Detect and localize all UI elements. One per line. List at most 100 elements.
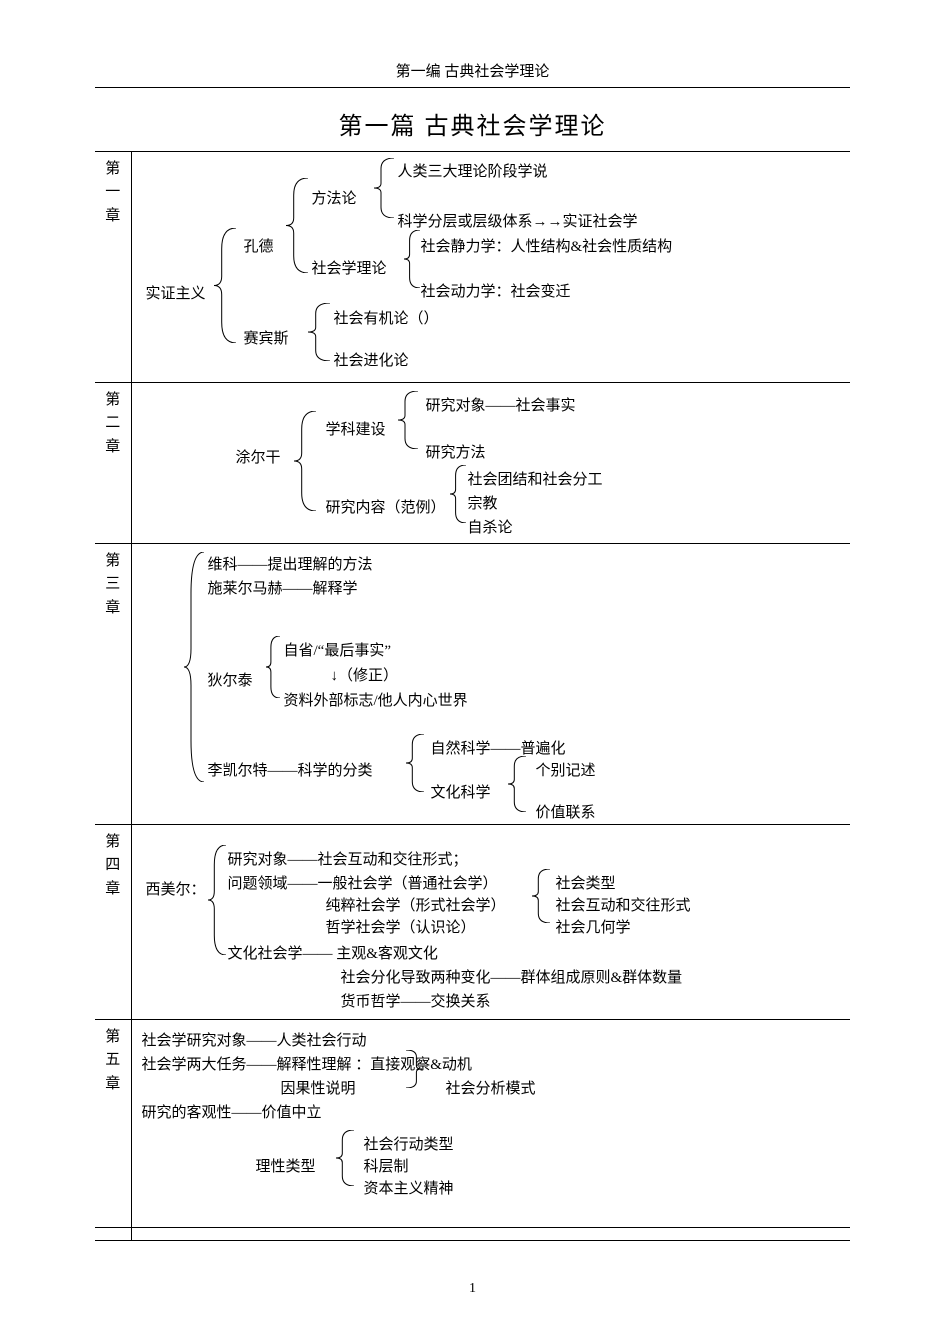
brace-icon <box>532 869 550 923</box>
diagram-text-shilai: 施莱尔马赫——解释学 <box>208 578 358 601</box>
diagram-text-wenhua2: 文化社会学—— 主观&客观文化 <box>228 943 438 966</box>
diagram-text-saibinsi: 赛宾斯 <box>244 328 289 351</box>
chapter-row <box>95 1228 850 1241</box>
chapter-label-char: 第 <box>99 1026 127 1049</box>
brace-icon <box>406 734 424 792</box>
diagram-text-tuanjie: 社会团结和社会分工 <box>468 469 603 492</box>
diagram-text-fenhua: 社会分化导致两种变化——群体组成原则&群体数量 <box>341 967 683 990</box>
chapter-label-cell: 第二章 <box>95 383 131 544</box>
diagram-text-shehuixue: 社会学理论 <box>312 258 387 281</box>
diagram-text-root: 实证主义 <box>146 283 206 306</box>
brace-icon <box>184 552 204 782</box>
brace-icon <box>508 756 526 812</box>
brace-icon <box>308 303 330 361</box>
diagram-text-ziliao: 资料外部标志/他人内心世界 <box>284 690 468 713</box>
diagram-text-jihe: 社会几何学 <box>556 917 631 940</box>
diagram-text-youji: 社会有机论（） <box>334 308 439 331</box>
brace-icon <box>450 465 466 523</box>
chapter-row: 第五章社会学研究对象——人类社会行动社会学两大任务——解释性理解 ：直接观察&动… <box>95 1020 850 1228</box>
diagram-text-fangfalun: 方法论 <box>312 188 357 211</box>
chapter-label-char: 第 <box>99 158 127 181</box>
diagram-text-wenhua: 文化科学 <box>431 782 491 805</box>
diagram-text-fenxi: 社会分析模式 <box>446 1078 536 1101</box>
outline-table: 第一章实证主义孔德赛宾斯方法论社会学理论人类三大理论阶段学说科学分层或层级体系→… <box>95 151 850 1241</box>
chapter-label-char: 章 <box>99 1073 127 1096</box>
chapter-diagram-cell <box>131 1228 850 1241</box>
chapter-label-char: 第 <box>99 831 127 854</box>
diagram-text-kexue: 科学分层或层级体系→→实证社会学 <box>398 211 638 234</box>
diagram-text-arrow: ↓（修正） <box>331 665 399 688</box>
page-header: 第一编 古典社会学理论 <box>95 60 850 81</box>
diagram-text-xingdong: 社会行动类型 <box>364 1134 454 1157</box>
diagram-text-keguan: 研究的客观性——价值中立 <box>142 1102 322 1125</box>
diagram-text-ziben: 资本主义精神 <box>364 1178 454 1201</box>
diagram-text-chuncui: 纯粹社会学（形式社会学） <box>326 895 506 918</box>
diagram-text-jinhua: 社会进化论 <box>334 350 409 373</box>
diagram-text-keceng: 科层制 <box>364 1156 409 1179</box>
diagram: 维科——提出理解的方法施莱尔马赫——解释学狄尔泰 自省/“最后事实”↓（修正）资料… <box>136 550 847 818</box>
diagram-text-gebie: 个别记述 <box>536 760 596 783</box>
brace-icon <box>266 636 280 698</box>
chapter-label-cell: 第三章 <box>95 544 131 825</box>
diagram-text-weike: 维科——提出理解的方法 <box>208 554 373 577</box>
diagram-text-zhexue: 哲学社会学（认识论） <box>326 917 476 940</box>
diagram-text-zisha: 自杀论 <box>468 517 513 540</box>
diagram-text-leixing: 社会类型 <box>556 873 616 896</box>
brace-icon <box>286 178 308 273</box>
chapter-label-char: 章 <box>99 205 127 228</box>
chapter-label-char: 章 <box>99 878 127 901</box>
diagram-text-lixing: 理性类型 <box>256 1156 316 1179</box>
chapter-label-cell: 第四章 <box>95 825 131 1020</box>
brace-icon <box>214 228 236 343</box>
diagram: 涂尔干学科建设研究内容（范例）研究对象——社会事实研究方法社会团结和社会分工宗教… <box>136 389 847 537</box>
diagram-text-duixiang: 研究对象——社会事实 <box>426 395 576 418</box>
diagram-text-renwu: 社会学两大任务——解释性理解 ：直接观察&动机 <box>142 1054 472 1077</box>
chapter-diagram-cell: 社会学研究对象——人类社会行动社会学两大任务——解释性理解 ：直接观察&动机因果… <box>131 1020 850 1228</box>
chapter-diagram-cell: 维科——提出理解的方法施莱尔马赫——解释学狄尔泰 自省/“最后事实”↓（修正）资料… <box>131 544 850 825</box>
diagram-text-xueke: 学科建设 <box>326 419 386 442</box>
chapter-label-cell <box>95 1228 131 1241</box>
diagram-text-dongli: 社会动力学：社会变迁 <box>421 281 571 304</box>
diagram-text-huobi: 货币哲学——交换关系 <box>341 991 491 1014</box>
chapter-row: 第四章西美尔：研究对象——社会互动和交往形式；问题领域——一般社会学（普通社会学… <box>95 825 850 1020</box>
diagram-text-jiazhi: 价值联系 <box>536 802 596 825</box>
chapter-label-char: 二 <box>99 412 127 435</box>
brace-icon <box>374 158 394 218</box>
chapter-diagram-cell: 实证主义 孔德赛宾斯 方法论社会学理论 人类三大理论阶段学说科学分层或层级体系→→实证… <box>131 152 850 383</box>
brace-icon <box>336 1130 354 1186</box>
diagram-text-jingli: 社会静力学：人性结构&社会性质结构 <box>421 236 673 259</box>
diagram: 实证主义 孔德赛宾斯 方法论社会学理论 人类三大理论阶段学说科学分层或层级体系→→实证… <box>136 158 847 376</box>
diagram-text-ziran: 自然科学——普遍化 <box>431 738 566 761</box>
document-page: 第一编 古典社会学理论 第一篇 古典社会学理论 第一章实证主义孔德赛宾斯方法论社… <box>0 0 945 1337</box>
diagram-text-hudong: 社会互动和交往形式 <box>556 895 691 918</box>
chapter-label-char: 五 <box>99 1049 127 1072</box>
diagram-text-wenti: 问题领域——一般社会学（普通社会学） <box>228 873 498 896</box>
chapter-label-char: 四 <box>99 854 127 877</box>
chapter-row: 第一章实证主义孔德赛宾斯方法论社会学理论人类三大理论阶段学说科学分层或层级体系→… <box>95 152 850 383</box>
diagram-text-tuergan: 涂尔干 <box>236 447 281 470</box>
chapter-row: 第二章涂尔干学科建设研究内容（范例）研究对象——社会事实研究方法社会团结和社会分… <box>95 383 850 544</box>
diagram-text-likai: 李凯尔特——科学的分类 <box>208 760 373 783</box>
diagram-text-renlei: 人类三大理论阶段学说 <box>398 161 548 184</box>
chapter-label-char: 章 <box>99 436 127 459</box>
chapter-label-char: 一 <box>99 181 127 204</box>
page-number: 1 <box>0 1281 945 1297</box>
diagram-text-zongjiao: 宗教 <box>468 493 498 516</box>
brace-icon <box>208 845 226 955</box>
chapter-label-cell: 第五章 <box>95 1020 131 1228</box>
diagram: 西美尔：研究对象——社会互动和交往形式；问题领域——一般社会学（普通社会学）纯粹… <box>136 831 847 1013</box>
diagram-text-kongde: 孔德 <box>244 236 274 259</box>
diagram-text-zixing: 自省/“最后事实” <box>284 640 391 663</box>
chapter-label-cell: 第一章 <box>95 152 131 383</box>
header-rule <box>95 87 850 88</box>
diagram-text-yanjiu: 研究对象——社会互动和交往形式； <box>228 849 468 872</box>
page-title: 第一篇 古典社会学理论 <box>95 106 850 141</box>
diagram-text-dier: 狄尔泰 <box>208 670 253 693</box>
brace-icon <box>294 411 316 511</box>
chapter-label-char: 第 <box>99 389 127 412</box>
chapter-row: 第三章 维科——提出理解的方法施莱尔马赫——解释学狄尔泰 自省/“最后事实”↓（修正… <box>95 544 850 825</box>
chapter-label-char: 三 <box>99 573 127 596</box>
diagram-text-yinguo: 因果性说明 <box>281 1078 356 1101</box>
chapter-diagram-cell: 涂尔干学科建设研究内容（范例）研究对象——社会事实研究方法社会团结和社会分工宗教… <box>131 383 850 544</box>
chapter-diagram-cell: 西美尔：研究对象——社会互动和交往形式；问题领域——一般社会学（普通社会学）纯粹… <box>131 825 850 1020</box>
